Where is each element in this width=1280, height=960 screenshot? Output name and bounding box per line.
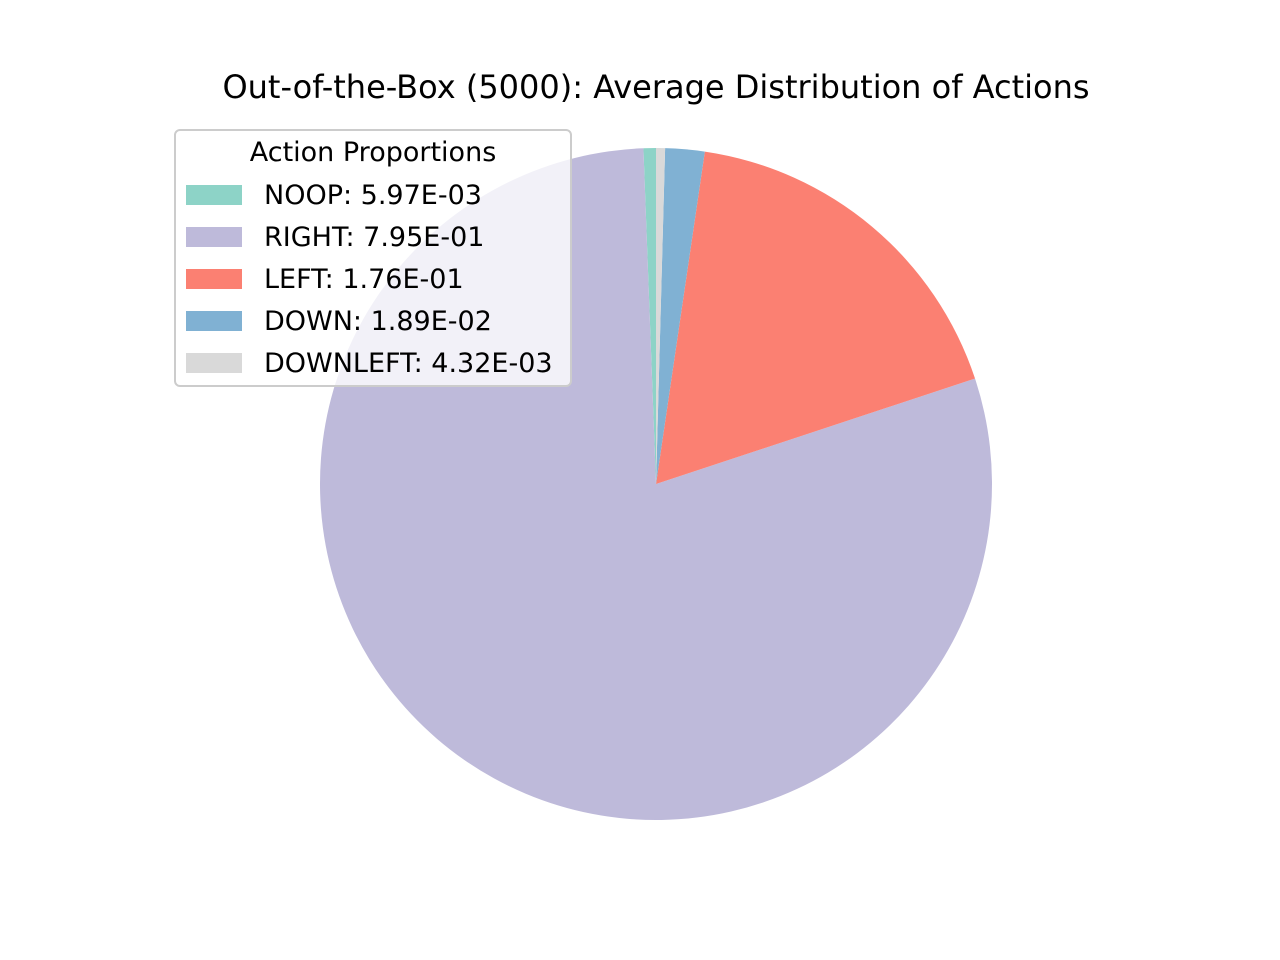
legend-swatch-downleft xyxy=(186,353,242,373)
legend-title: Action Proportions xyxy=(249,137,497,168)
legend-item-down: DOWN: 1.89E-02 xyxy=(186,305,492,337)
pie-slice-noop xyxy=(643,148,656,484)
legend-label-right: RIGHT: 7.95E-01 xyxy=(264,221,485,253)
legend-swatch-noop xyxy=(186,185,242,205)
legend-label-down: DOWN: 1.89E-02 xyxy=(264,305,492,337)
chart-title: Out-of-the-Box (5000): Average Distribut… xyxy=(222,68,1090,106)
legend-swatch-down xyxy=(186,311,242,331)
legend: Action Proportions NOOP: 5.97E-03 RIGHT:… xyxy=(174,129,572,387)
legend-label-left: LEFT: 1.76E-01 xyxy=(264,263,464,295)
legend-item-left: LEFT: 1.76E-01 xyxy=(186,263,464,295)
legend-label-downleft: DOWNLEFT: 4.32E-03 xyxy=(264,347,553,379)
legend-label-noop: NOOP: 5.97E-03 xyxy=(264,179,482,211)
pie-slice-down xyxy=(656,148,705,484)
legend-item-downleft: DOWNLEFT: 4.32E-03 xyxy=(186,347,553,379)
legend-item-right: RIGHT: 7.95E-01 xyxy=(186,221,485,253)
legend-item-noop: NOOP: 5.97E-03 xyxy=(186,179,482,211)
legend-swatch-left xyxy=(186,269,242,289)
legend-swatch-right xyxy=(186,227,242,247)
pie-slice-downleft xyxy=(656,148,666,484)
pie-slice-left xyxy=(656,151,976,484)
